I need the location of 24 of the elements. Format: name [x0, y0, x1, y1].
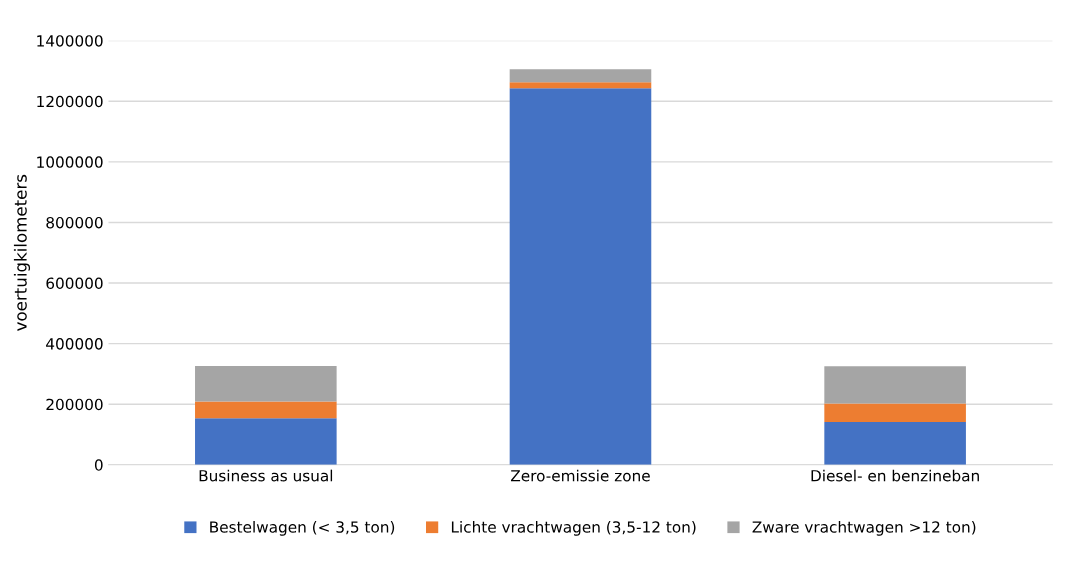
bar [509, 82, 652, 89]
bar [509, 69, 652, 83]
y-tick-label: 1400000 [37, 35, 103, 47]
bar [824, 422, 966, 465]
x-tick-label: Business as usual [199, 469, 333, 482]
bar [195, 401, 337, 419]
y-tick-label: 1200000 [37, 95, 103, 108]
y-tick-label: 200000 [46, 398, 103, 411]
y-tick-label: 800000 [46, 216, 103, 229]
bar [824, 366, 966, 404]
legend-label: Zware vrachtwagen >12 ton) [752, 520, 976, 536]
x-tick-label: Zero-emissie zone [510, 469, 650, 482]
legend-label: Lichte vrachtwagen (3,5-12 ton) [451, 520, 696, 536]
bar [824, 403, 966, 423]
legend-label: Bestelwagen (< 3,5 ton) [210, 520, 395, 536]
y-axis-title: voertuigkilometers [13, 174, 31, 331]
bar [509, 88, 652, 465]
y-tick-label: 400000 [46, 338, 103, 350]
y-tick-label: 1000000 [37, 156, 103, 168]
bar [195, 366, 337, 402]
bar [195, 418, 337, 465]
y-tick-label: 0 [94, 459, 103, 471]
x-tick-label: Diesel- en benzineban [811, 469, 979, 482]
y-tick-label: 600000 [46, 277, 103, 290]
